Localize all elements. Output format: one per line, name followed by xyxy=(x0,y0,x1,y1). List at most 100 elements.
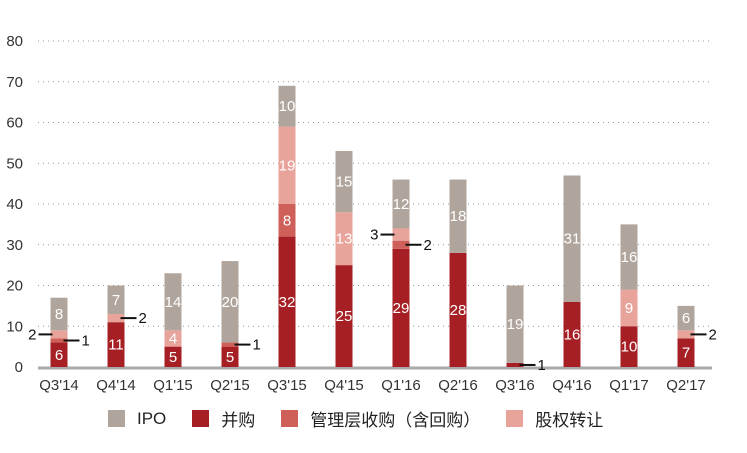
data-label: 11 xyxy=(108,337,124,354)
data-label: 28 xyxy=(450,302,467,319)
x-tick-label: Q1'15 xyxy=(153,377,193,394)
data-label: 2 xyxy=(424,237,432,254)
bar-segment xyxy=(221,342,239,347)
data-label: 10 xyxy=(621,339,638,356)
x-tick-label: Q4'16 xyxy=(552,377,592,394)
data-label: 2 xyxy=(139,310,147,327)
x-tick-label: Q2'16 xyxy=(438,377,478,394)
data-label: 16 xyxy=(564,326,581,343)
data-label: 19 xyxy=(279,157,296,174)
legend-label: IPO xyxy=(137,408,167,428)
data-label: 12 xyxy=(393,196,410,213)
x-tick-label: Q4'14 xyxy=(96,377,136,394)
legend-label: 管理层收购（含回购） xyxy=(310,411,481,430)
x-tick-label: Q4'15 xyxy=(324,377,364,394)
x-tick-label: Q2'15 xyxy=(210,377,250,394)
bar-segment xyxy=(335,265,353,367)
bar-segment xyxy=(677,305,695,331)
legend-swatch xyxy=(108,410,125,427)
legend-label: 股权转让 xyxy=(535,411,604,430)
data-label: 1 xyxy=(538,357,546,374)
data-label: 15 xyxy=(336,174,353,191)
data-label: 4 xyxy=(169,330,177,347)
bar-segment xyxy=(392,228,410,241)
legend-item: IPO xyxy=(108,409,166,429)
x-tick-label: Q3'15 xyxy=(267,377,307,394)
bar-segment xyxy=(278,126,296,204)
data-label: 25 xyxy=(336,308,353,325)
data-label: 20 xyxy=(222,294,239,311)
data-label: 31 xyxy=(564,231,581,248)
y-tick-label: 50 xyxy=(6,155,23,172)
stacked-bar-chart: 010203040506070806128Q3'141127Q4'145414Q… xyxy=(6,33,717,394)
data-label: 2 xyxy=(709,326,717,343)
y-tick-label: 40 xyxy=(6,196,23,213)
bar-segment xyxy=(221,261,239,343)
data-label: 9 xyxy=(625,300,633,317)
bar-segment xyxy=(563,175,581,302)
data-label: 5 xyxy=(226,349,234,366)
legend-label: 并购 xyxy=(221,411,256,430)
bar-segment xyxy=(278,85,296,127)
legend: IPO 并购 管理层收购（含回购） 股权转让 xyxy=(108,406,603,431)
legend-swatch xyxy=(281,410,299,427)
data-label: 14 xyxy=(165,294,182,311)
y-tick-label: 20 xyxy=(6,278,23,295)
bar-segment xyxy=(107,314,125,323)
data-label: 1 xyxy=(253,337,261,354)
bar-segment xyxy=(107,285,125,315)
bar-segment xyxy=(392,179,410,229)
bar-segment xyxy=(506,362,524,367)
data-label: 19 xyxy=(507,316,524,333)
y-tick-label: 60 xyxy=(6,115,23,132)
bar-segment xyxy=(620,224,638,290)
bar-segment xyxy=(563,301,581,367)
bar-segment xyxy=(677,330,695,339)
legend-item: 管理层收购（含回购） xyxy=(281,406,480,431)
data-label: 7 xyxy=(112,292,120,309)
bar-segment xyxy=(50,342,68,367)
bar-segment xyxy=(392,240,410,249)
data-label: 16 xyxy=(621,249,638,266)
bar-segment xyxy=(677,338,695,367)
x-tick-label: Q3'16 xyxy=(495,377,535,394)
data-label: 5 xyxy=(169,349,177,366)
y-tick-label: 70 xyxy=(6,74,23,91)
legend-item: 并购 xyxy=(192,406,255,431)
bar-segment xyxy=(506,285,524,363)
legend-swatch xyxy=(506,410,524,427)
bar-segment xyxy=(107,322,125,367)
x-tick-label: Q1'17 xyxy=(609,377,649,394)
bar-segment xyxy=(278,204,296,237)
bar-segment xyxy=(278,236,296,367)
x-tick-label: Q2'17 xyxy=(666,377,706,394)
x-tick-label: Q1'16 xyxy=(381,377,421,394)
legend-item: 股权转让 xyxy=(506,406,603,431)
data-label: 8 xyxy=(283,212,291,229)
legend-swatch xyxy=(192,410,210,427)
bar-segment xyxy=(620,289,638,327)
bar-segment xyxy=(449,252,467,367)
data-label: 18 xyxy=(450,208,467,225)
bar-segment xyxy=(221,346,239,367)
bar-segment xyxy=(164,273,182,331)
x-tick-label: Q3'14 xyxy=(39,377,79,394)
bar-segment xyxy=(50,330,68,339)
data-label: 2 xyxy=(28,326,36,343)
bar-segment xyxy=(50,338,68,343)
data-label: 29 xyxy=(393,300,410,317)
bar-segment xyxy=(449,179,467,253)
bar-segment xyxy=(335,212,353,266)
bar-segment xyxy=(50,297,68,331)
data-label: 8 xyxy=(55,306,63,323)
data-label: 10 xyxy=(279,98,296,115)
data-label: 7 xyxy=(682,345,690,362)
bar-segment xyxy=(335,151,353,213)
y-tick-label: 10 xyxy=(6,318,23,335)
data-label: 6 xyxy=(682,310,690,327)
bar-segment xyxy=(164,330,182,347)
data-label: 13 xyxy=(336,231,353,248)
data-label: 1 xyxy=(82,333,90,350)
data-label: 32 xyxy=(279,294,296,311)
